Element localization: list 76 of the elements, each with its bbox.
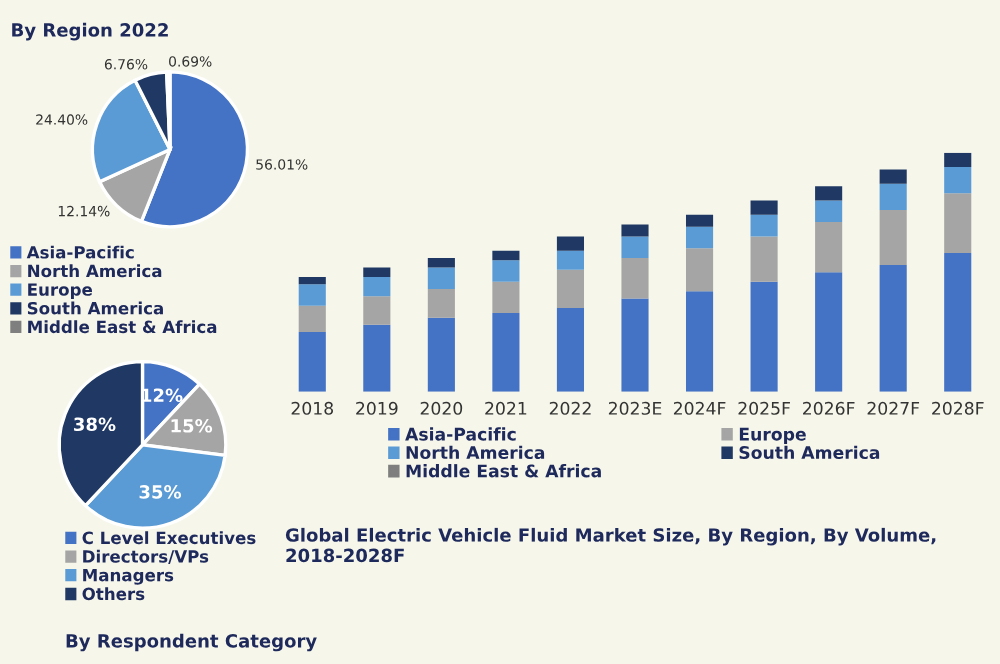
bar [750, 214, 778, 237]
x-tick-label: 2022 [549, 401, 591, 415]
legend-label: Middle East & Africa [28, 320, 217, 334]
bar [298, 284, 326, 306]
bar [492, 250, 520, 261]
bar [363, 324, 391, 392]
bar [492, 281, 520, 313]
bar [363, 277, 391, 297]
bar [944, 167, 972, 194]
legend-label: Others [82, 587, 145, 601]
bar [815, 272, 843, 392]
bar [879, 169, 907, 184]
x-tick-label: 2028F [932, 401, 984, 415]
legend-label: South America [739, 445, 880, 460]
bar [427, 288, 455, 318]
x-tick-label: 2020 [420, 401, 463, 415]
x-tick-label: 2023E [608, 401, 662, 415]
bar [750, 236, 778, 282]
bar [815, 186, 843, 201]
bar [944, 152, 972, 168]
bar [621, 236, 649, 258]
bar [363, 267, 391, 278]
x-tick-label: 2025F [738, 401, 790, 415]
legend-label: North America [28, 264, 162, 278]
bar [556, 308, 585, 392]
legend-label: South America [27, 301, 163, 315]
bar [492, 312, 520, 392]
chart-title: By Region 2022 [12, 22, 168, 41]
bar [944, 253, 972, 392]
legend-label: Asia-Pacific [26, 245, 134, 259]
legend-label: C Level Executives [82, 531, 256, 545]
legend-label: Directors/VPs [83, 549, 209, 565]
legend-label: Managers [83, 569, 174, 585]
data-label: 12% [141, 388, 183, 403]
x-tick-label: 2021 [485, 401, 527, 415]
bar [685, 214, 714, 227]
x-tick-label: 2027F [867, 401, 920, 415]
bar [685, 291, 714, 392]
bar [879, 265, 907, 392]
bar [298, 277, 326, 285]
bar [685, 226, 714, 249]
bar [750, 200, 778, 215]
data-label: 15% [171, 418, 213, 433]
legend-label: Middle East & Africa [406, 464, 601, 478]
bar [427, 267, 455, 289]
bar [815, 200, 843, 223]
bar [298, 332, 326, 392]
bar [685, 248, 714, 292]
bar [556, 250, 585, 270]
legend-label: Europe [28, 283, 93, 300]
bar [621, 298, 649, 392]
bar [815, 222, 843, 273]
bar [427, 317, 455, 392]
x-tick-label: 2018 [291, 401, 334, 415]
bar [492, 260, 520, 282]
legend-label: Asia-Pacific [405, 427, 516, 441]
bar [621, 224, 649, 237]
legend-label: Europe [739, 427, 806, 444]
bar [621, 257, 649, 299]
bar [879, 210, 907, 266]
bar [427, 257, 455, 268]
data-label: 38% [74, 417, 116, 432]
bar [556, 236, 585, 251]
text: Global Electric Vehicle Fluid Market Size, By Region, By Volume, 2018-2028F [285, 527, 936, 563]
x-tick-label: 2024F [673, 401, 726, 415]
text: By Respondent Category [66, 633, 317, 652]
bar [363, 296, 391, 325]
x-tick-label: 2019 [356, 401, 398, 415]
bar [944, 193, 972, 254]
bar [556, 269, 585, 309]
bar [298, 305, 326, 332]
legend-label: North America [406, 445, 545, 460]
bar [750, 281, 778, 392]
x-tick-label: 2026F [803, 401, 855, 415]
bar [879, 183, 907, 211]
data-label: 35% [139, 485, 182, 499]
